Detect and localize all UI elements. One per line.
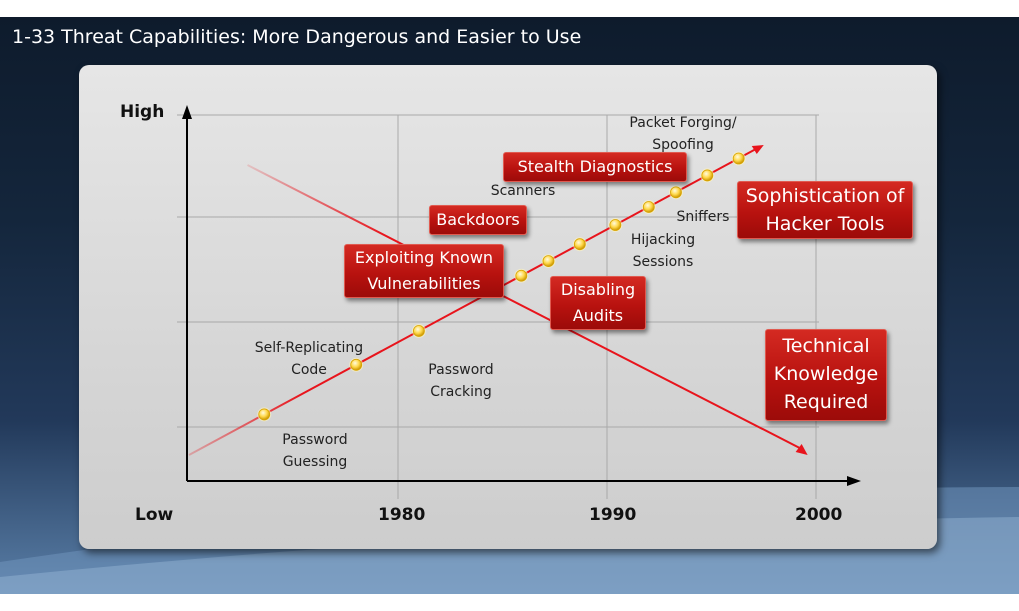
data-point (412, 325, 425, 337)
y-high-label: High (120, 102, 165, 122)
box-backdoors: Backdoors (429, 205, 527, 235)
data-point (542, 255, 555, 268)
data-point (258, 408, 271, 421)
series (188, 145, 808, 456)
label-password-guessing: Password Guessing (282, 432, 348, 470)
series-arrowhead-technical-knowledge (795, 444, 808, 455)
data-point (701, 169, 714, 182)
series-line-technical-knowledge (247, 164, 803, 450)
series-line-sophistication (188, 147, 759, 456)
box-disabling-audits: Disabling Audits (550, 276, 646, 330)
box-stealth-diagnostics: Stealth Diagnostics (503, 152, 687, 182)
slide-title: 1-33 Threat Capabilities: More Dangerous… (12, 26, 582, 48)
data-point (642, 201, 655, 213)
y-low-label: Low (135, 505, 174, 525)
label-packet-forging: Packet Forging/ Spoofing (629, 115, 737, 153)
label-hijacking: Hijacking Sessions (630, 232, 696, 270)
data-point (609, 219, 622, 231)
data-point (732, 152, 745, 165)
x-axis-arrowhead (847, 476, 861, 486)
slide: 1-33 Threat Capabilities: More Dangerous… (0, 17, 1019, 594)
data-point (573, 238, 586, 251)
box-technical-knowledge: Technical Knowledge Required (765, 329, 887, 421)
box-sophistication: Sophistication of Hacker Tools (737, 181, 913, 239)
x-tick-label-1990: 1990 (589, 505, 637, 525)
y-axis-arrowhead (182, 105, 192, 119)
label-scanners: Scanners (490, 183, 556, 199)
label-sniffers: Sniffers (676, 209, 730, 225)
axes (182, 105, 861, 486)
series-arrowhead-sophistication (751, 145, 764, 154)
label-password-cracking: Password Cracking (428, 362, 494, 400)
box-exploiting: Exploiting Known Vulnerabilities (344, 244, 504, 298)
x-tick-label-1980: 1980 (378, 505, 426, 525)
chart-canvas (177, 105, 861, 499)
data-point (350, 358, 363, 371)
chart-panel: High Low 1980 1990 2000 Packet Forging/ … (79, 65, 937, 549)
data-point (670, 186, 682, 199)
label-self-replicating: Self-Replicating Code (254, 340, 364, 378)
x-tick-label-2000: 2000 (795, 505, 843, 525)
data-point (515, 269, 528, 282)
